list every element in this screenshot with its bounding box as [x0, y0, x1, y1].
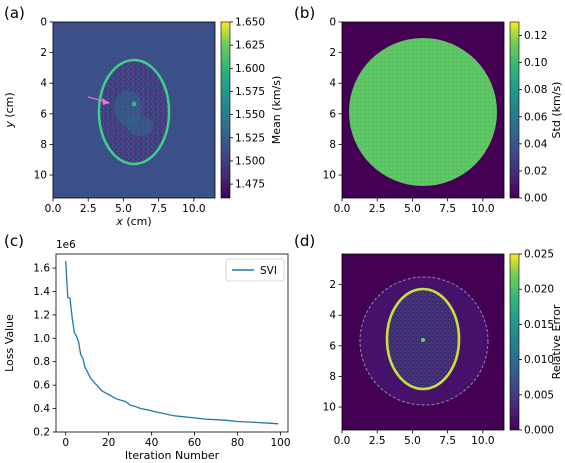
panel-a-cbar-tick-label: 1.625	[235, 40, 265, 52]
panel-a-letter: (a)	[4, 4, 25, 22]
panel-d-xtick-label: 5.0	[404, 435, 421, 447]
panel-b-cbar-tick-label: 0.08	[524, 84, 547, 96]
panel-c-offset-text: 1e6	[56, 239, 76, 251]
panel-c-xlabel: Iteration Number	[125, 449, 220, 462]
panel-b-ytick-label: 10	[323, 170, 336, 182]
panel-d-domain-circle	[359, 276, 489, 406]
panel-b-cbar-tick-label: 0.10	[524, 57, 547, 69]
panel-d-xtick-label: 7.5	[439, 435, 456, 447]
panel-c-ytick-label: 1.6	[33, 263, 50, 275]
panel-b-ytick-label: 4	[329, 78, 336, 90]
panel-b-xtick-label: 7.5	[439, 203, 456, 215]
panel-c-xtick-label: 40	[145, 437, 158, 449]
panel-a-cbar-tick-label: 1.475	[235, 179, 265, 191]
panel-a-ytick-label: 2	[40, 47, 47, 59]
panel-a-ytick-label: 10	[34, 170, 47, 182]
panel-a-ytick-label: 6	[40, 108, 47, 120]
panel-a-ylabel: y (cm)	[3, 92, 16, 128]
panel-c-xtick-label: 20	[102, 437, 115, 449]
panel-a-xlabel: x (cm)	[115, 215, 151, 228]
panel-c-ytick-label: 0.4	[33, 403, 50, 415]
panel-b-ytick-label: 0	[329, 17, 336, 29]
panel-a-cbar-tick-label: 1.550	[235, 109, 265, 121]
panel-d-xtick-label: 2.5	[369, 435, 386, 447]
panel-d-cbar-tick-label: 0.020	[524, 284, 554, 296]
panel-c-letter: (c)	[4, 232, 24, 250]
panel-d-ytick-label: 4	[329, 310, 336, 322]
panel-d-colorbar	[509, 253, 520, 431]
panel-d-cbar-tick-label: 0.000	[524, 425, 554, 437]
panel-a-colorbar-label: Mean (km/s)	[270, 76, 283, 145]
panel-c-plot-area	[55, 253, 289, 433]
panel-b: 0.0 2.5 5.0 7.5 10.0 0 2 4 6 8 10 0.12 0.10 0.08 0.0…	[323, 17, 563, 216]
panel-a-cbar-tick-label: 1.500	[235, 155, 265, 167]
panel-a-xtick-label: 10.0	[182, 203, 205, 215]
panel-d-xtick-label: 10.0	[471, 435, 494, 447]
panel-c-xtick-label: 60	[188, 437, 201, 449]
panel-b-ytick-label: 2	[329, 47, 336, 59]
panel-b-xtick-label: 10.0	[471, 203, 494, 215]
panel-b-cbar-tick-label: 0.06	[524, 111, 548, 123]
panel-b-cbar-tick-label: 0.12	[524, 30, 547, 42]
panel-a-xtick-label: 7.5	[150, 203, 167, 215]
panel-b-xtick-label: 5.0	[404, 203, 421, 215]
panel-b-object	[349, 38, 497, 186]
panel-a-xtick-label: 5.0	[115, 203, 132, 215]
panel-a: 0.0 2.5 5.0 7.5 10.0 0 2 4 6 8 10 x (cm) y (cm) 1…	[3, 17, 283, 229]
panel-b-ytick-label: 6	[329, 108, 336, 120]
panel-d-letter: (d)	[294, 232, 316, 250]
panel-b-colorbar-label: Std (km/s)	[550, 82, 563, 139]
panel-c-ytick-label: 1.4	[33, 286, 50, 298]
panel-c-ytick-label: 0.2	[33, 427, 50, 439]
panel-c-xtick-label: 100	[270, 437, 290, 449]
panel-b-cbar-tick-label: 0.04	[524, 138, 548, 150]
panel-d-cbar-tick-label: 0.025	[524, 249, 554, 261]
panel-a-ytick-label: 8	[40, 139, 47, 151]
panel-d-ytick-label: 10	[323, 402, 336, 414]
panel-c-xtick-label: 80	[231, 437, 244, 449]
panel-b-letter: (b)	[294, 4, 316, 22]
panel-a-cbar-tick-label: 1.525	[235, 132, 265, 144]
panel-a-marker	[131, 101, 137, 107]
panel-a-colorbar	[220, 21, 231, 199]
panel-a-ytick-label: 0	[40, 17, 47, 29]
panel-d-xtick-label: 0.0	[334, 435, 351, 447]
panel-c-legend-label: SVI	[260, 265, 277, 277]
panel-b-xtick-label: 2.5	[369, 203, 386, 215]
panel-d-ytick-label: 6	[329, 340, 336, 352]
panel-d-cbar-tick-label: 0.010	[524, 354, 554, 366]
panel-d: 0.0 2.5 5.0 7.5 10.0 2 4 6 8 10 0.025 0.020 0.015 0…	[323, 249, 563, 448]
panel-c: 1e6 0 20 40 60 80 100 0.2 0.4 0.6 0.8 1.0 1.2 1.4 1.…	[3, 239, 290, 462]
panel-a-cbar-tick-label: 1.600	[235, 63, 265, 75]
panel-a-cbar-tick-label: 1.650	[235, 17, 265, 29]
panel-c-ytick-label: 1.0	[33, 333, 50, 345]
panel-a-xtick-label: 0.0	[45, 203, 62, 215]
panel-c-ytick-label: 0.6	[33, 380, 50, 392]
panel-d-cbar-tick-label: 0.005	[524, 389, 554, 401]
panel-d-ytick-label: 8	[329, 371, 336, 383]
panel-c-xtick-label: 0	[62, 437, 69, 449]
panel-a-arrowhead	[102, 98, 110, 105]
panel-b-cbar-tick-label: 0.02	[524, 165, 547, 177]
panel-a-cbar-tick-label: 1.575	[235, 86, 265, 98]
panel-d-colorbar-label: Relative Error	[550, 304, 563, 379]
panel-a-object-boundary	[97, 58, 171, 166]
panel-c-legend: SVI	[225, 258, 285, 282]
panel-d-cbar-tick-label: 0.015	[524, 319, 554, 331]
panel-d-ytick-label: 2	[329, 279, 336, 291]
panel-b-xtick-label: 0.0	[334, 203, 351, 215]
panel-c-series-svi	[65, 260, 279, 425]
panel-d-object-boundary	[385, 287, 461, 391]
panel-c-ytick-label: 0.8	[33, 356, 50, 368]
panel-c-ylabel: Loss Value	[3, 314, 16, 372]
panel-a-ytick-label: 4	[40, 78, 47, 90]
panel-b-cbar-tick-label: 0.00	[524, 193, 547, 205]
panel-c-ytick-label: 1.2	[33, 309, 50, 321]
panel-b-ytick-label: 8	[329, 139, 336, 151]
panel-a-xtick-label: 2.5	[80, 203, 97, 215]
panel-b-colorbar	[509, 21, 520, 199]
